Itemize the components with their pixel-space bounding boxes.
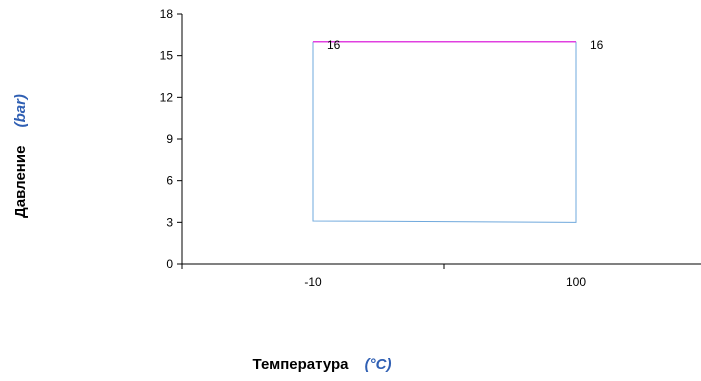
y-axis-title: Давление (bar) [12,94,29,218]
x-axis: -10 100 [181,263,701,289]
y-tick-label-0: 0 [166,257,173,271]
y-tick-label-3: 3 [166,215,173,229]
series-layer [312,41,577,223]
y-tick-label-18: 18 [160,7,174,21]
x-axis-unit: (°C) [365,356,392,373]
y-tick-label-6: 6 [166,174,173,188]
data-label-2: 16 [590,38,604,52]
y-tick-label-12: 12 [160,90,174,104]
labels-layer: 16 16 [327,38,604,52]
y-axis: 0 3 6 9 12 15 18 [160,7,183,271]
series-line-1 [312,41,577,223]
y-axis-unit: (bar) [12,94,29,127]
x-axis-title: Температура (°C) [253,356,392,373]
y-axis-label: Давление [12,146,29,218]
y-tick-label-15: 15 [160,49,174,63]
y-tick-label-9: 9 [166,132,173,146]
data-label-1: 16 [327,38,341,52]
x-axis-label: Температура [253,356,350,373]
x-tick-label-100: 100 [566,275,586,289]
x-tick-label--10: -10 [304,275,322,289]
